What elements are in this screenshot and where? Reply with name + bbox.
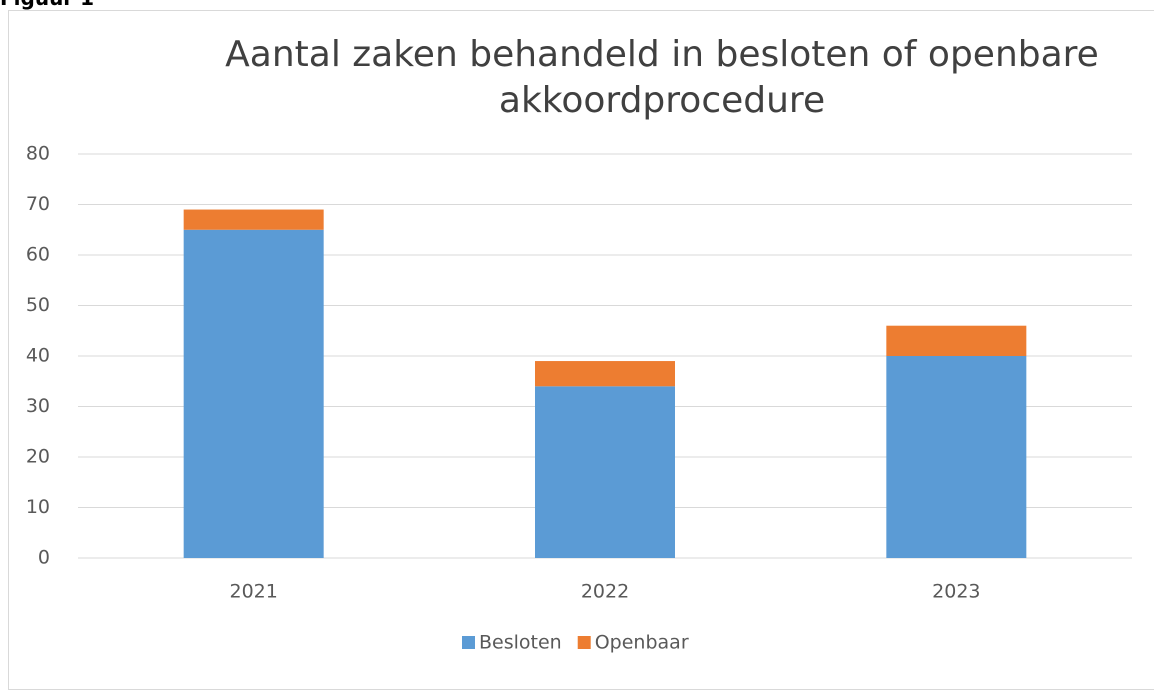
y-tick-label: 30 xyxy=(26,395,50,417)
bar-segment xyxy=(183,209,324,230)
bar-segment xyxy=(535,361,675,387)
y-tick-label: 40 xyxy=(26,345,50,367)
x-tick-label: 2023 xyxy=(932,581,980,603)
legend-label: Besloten xyxy=(479,632,562,654)
bar-segment xyxy=(886,356,1027,558)
legend-swatch xyxy=(462,636,475,649)
x-tick-label: 2022 xyxy=(581,581,629,603)
bar-segment xyxy=(183,229,324,558)
y-tick-label: 10 xyxy=(26,496,50,518)
y-tick-label: 0 xyxy=(38,547,50,569)
x-tick-label: 2021 xyxy=(229,581,277,603)
chart: 0 10 20 30 40 50 60 70 80 2021 2022 2023 Besloten Ope… xyxy=(26,143,1132,654)
bar-segment xyxy=(535,386,675,558)
y-tick-label: 60 xyxy=(26,244,50,266)
bar-segment xyxy=(886,325,1027,356)
figure-caption: Figuur 1 xyxy=(0,0,94,10)
y-tick-label: 50 xyxy=(26,294,50,316)
legend-swatch xyxy=(577,636,591,649)
legend-label: Openbaar xyxy=(595,632,689,654)
y-tick-label: 80 xyxy=(26,143,50,165)
chart-title: Aantal zaken behandeld in besloten of op… xyxy=(225,34,1099,121)
y-tick-label: 70 xyxy=(26,193,50,215)
y-tick-label: 20 xyxy=(26,446,50,468)
